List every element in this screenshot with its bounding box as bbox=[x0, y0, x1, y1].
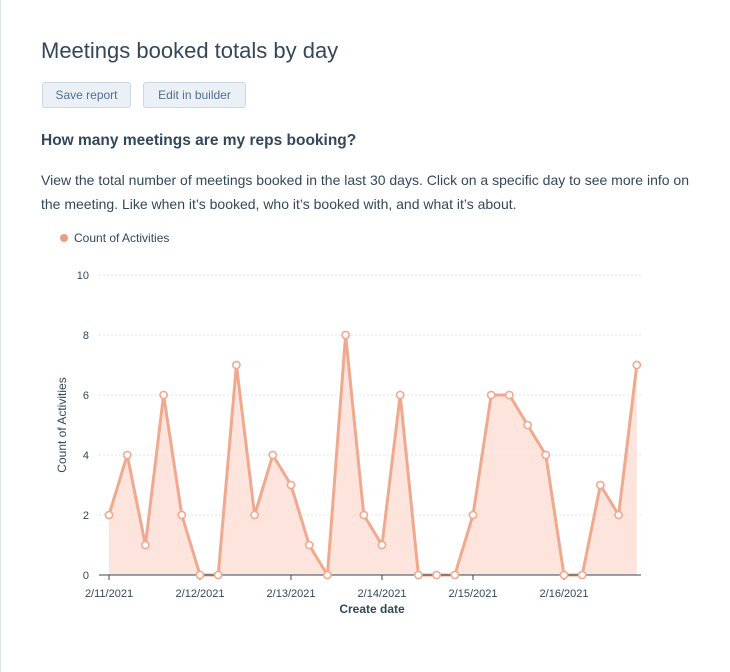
report-question: How many meetings are my reps booking? bbox=[41, 132, 357, 149]
data-point[interactable] bbox=[140, 540, 150, 550]
data-point[interactable] bbox=[377, 540, 387, 550]
x-tick-label: 2/13/2021 bbox=[267, 588, 316, 600]
x-tick-label: 2/15/2021 bbox=[449, 588, 498, 600]
y-tick-label: 10 bbox=[77, 270, 89, 282]
y-tick-label: 2 bbox=[83, 510, 89, 522]
data-point[interactable] bbox=[395, 390, 405, 400]
data-point[interactable] bbox=[231, 360, 241, 370]
data-point[interactable] bbox=[213, 570, 223, 580]
x-tick-label: 2/12/2021 bbox=[176, 588, 225, 600]
data-point[interactable] bbox=[559, 570, 569, 580]
data-point[interactable] bbox=[359, 510, 369, 520]
data-point[interactable] bbox=[286, 480, 296, 490]
legend-label: Count of Activities bbox=[74, 231, 170, 245]
data-point[interactable] bbox=[413, 570, 423, 580]
data-point[interactable] bbox=[122, 450, 132, 460]
y-tick-label: 4 bbox=[83, 450, 89, 462]
x-axis-title: Create date bbox=[339, 602, 405, 616]
data-point[interactable] bbox=[432, 570, 441, 580]
y-tick-label: 6 bbox=[83, 390, 89, 402]
data-point[interactable] bbox=[304, 540, 314, 550]
edit-in-builder-button[interactable]: Edit in builder bbox=[143, 82, 246, 108]
data-point[interactable] bbox=[632, 360, 642, 370]
series-line bbox=[107, 333, 639, 577]
data-point[interactable] bbox=[541, 450, 551, 460]
y-axis-title: Count of Activities bbox=[55, 377, 69, 472]
report-title: Meetings booked totals by day bbox=[41, 38, 339, 63]
data-point[interactable] bbox=[486, 390, 496, 400]
chart-legend[interactable]: Count of Activities bbox=[60, 231, 169, 245]
data-point[interactable] bbox=[614, 510, 623, 520]
y-tick-label: 8 bbox=[83, 330, 89, 342]
save-report-button[interactable]: Save report bbox=[42, 82, 131, 108]
data-point[interactable] bbox=[250, 510, 259, 520]
data-point[interactable] bbox=[450, 570, 460, 580]
data-point[interactable] bbox=[195, 570, 205, 580]
data-point[interactable] bbox=[177, 510, 187, 520]
y-tick-label: 0 bbox=[83, 570, 89, 582]
x-tick-label: 2/11/2021 bbox=[85, 588, 133, 600]
data-point[interactable] bbox=[341, 330, 350, 340]
x-tick-label: 2/14/2021 bbox=[358, 588, 407, 600]
data-point[interactable] bbox=[523, 420, 532, 430]
x-tick-label: 2/16/2021 bbox=[540, 588, 589, 600]
data-point[interactable] bbox=[468, 510, 478, 520]
data-point[interactable] bbox=[104, 510, 114, 520]
data-point[interactable] bbox=[596, 480, 605, 490]
data-point[interactable] bbox=[577, 570, 587, 580]
data-point[interactable] bbox=[268, 450, 278, 460]
data-point[interactable] bbox=[322, 570, 332, 580]
report-description: View the total number of meetings booked… bbox=[41, 172, 689, 212]
data-point[interactable] bbox=[159, 390, 168, 400]
legend-swatch bbox=[60, 234, 68, 242]
data-point[interactable] bbox=[504, 390, 514, 400]
